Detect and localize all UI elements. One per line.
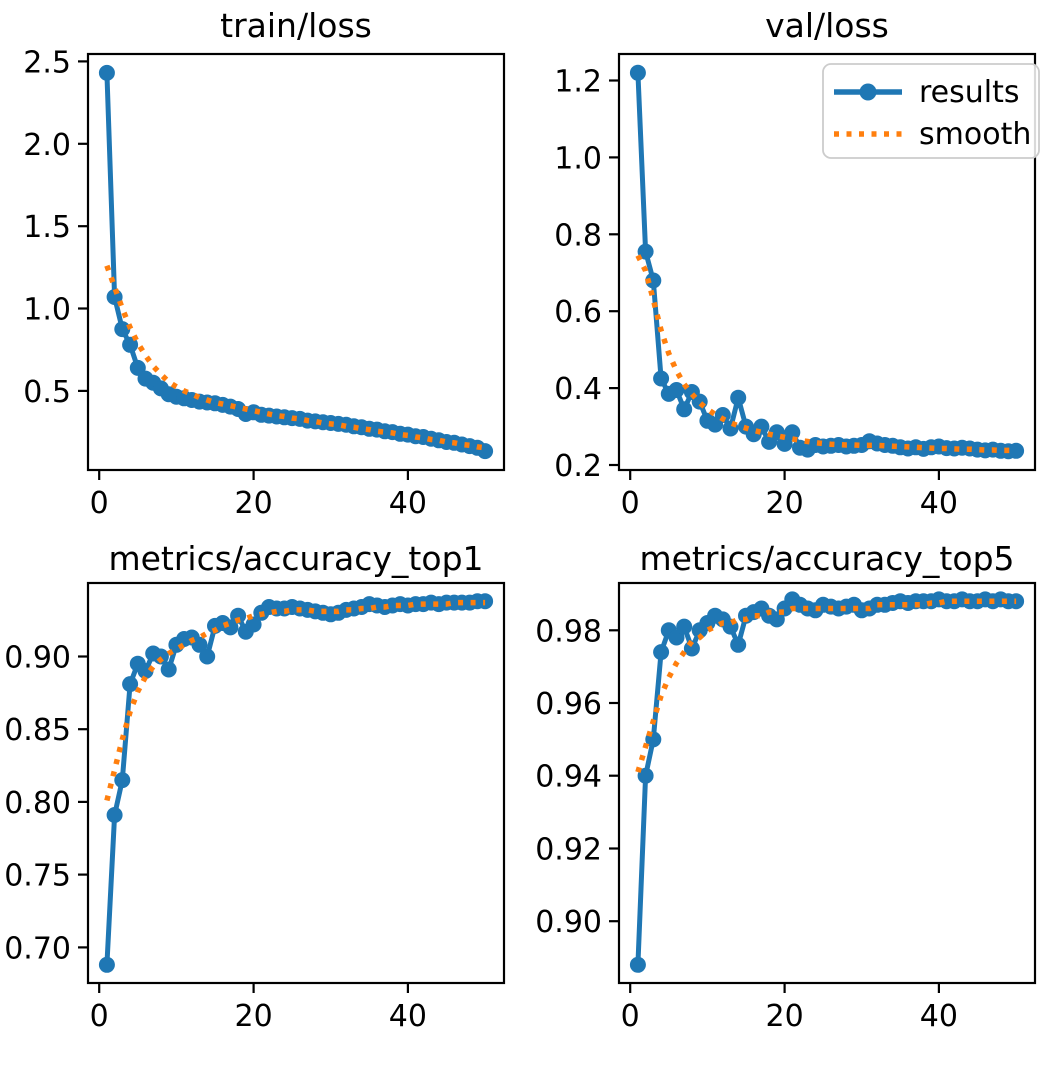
y-tick-label: 1.2 [554, 65, 602, 100]
chart-panel-accuracy-top5: metrics/accuracy_top5 0 20 40 0.90 0.92 0.94 0.… [531, 533, 1063, 1066]
legend: results smooth [822, 63, 1040, 159]
y-tick-label: 0.98 [535, 614, 602, 649]
chart-title: metrics/accuracy_top5 [639, 539, 1014, 578]
axes-spines [86, 52, 506, 472]
x-tick-label: 0 [90, 999, 109, 1034]
chart-title: val/loss [765, 6, 889, 45]
y-tick-label: 2.0 [23, 128, 71, 163]
legend-results-marker [859, 83, 877, 101]
chart-panel-accuracy-top1: metrics/accuracy_top1 0 20 40 0.70 0.75 0.80 0.… [0, 533, 531, 1066]
x-tick-label: 40 [920, 486, 958, 521]
axes-spines [617, 52, 1037, 472]
chart-svg-3: metrics/accuracy_top5 0 20 40 0.90 0.92 0.94 0.… [535, 539, 1037, 1034]
x-tick-label: 20 [766, 999, 804, 1034]
axes-spines [86, 581, 506, 985]
legend-box [822, 63, 1040, 159]
y-tick-label: 0.6 [554, 295, 602, 330]
legend-label-smooth: smooth [919, 117, 1031, 152]
chart-title: metrics/accuracy_top1 [108, 539, 483, 578]
y-tick-label: 0.90 [535, 905, 602, 940]
y-tick-label: 0.2 [554, 449, 602, 484]
chart-title: train/loss [220, 6, 372, 45]
axes-spines [617, 581, 1037, 985]
smooth-line [635, 598, 1017, 773]
x-tick-label: 20 [235, 486, 273, 521]
y-tick-label: 2.5 [23, 45, 71, 80]
x-tick-label: 0 [621, 999, 640, 1034]
x-tick-label: 20 [766, 486, 804, 521]
y-tick-label: 0.96 [535, 687, 602, 722]
results-markers [629, 64, 1025, 460]
results-markers [98, 64, 494, 460]
y-tick-label: 0.8 [554, 218, 602, 253]
y-tick-label: 0.70 [4, 931, 71, 966]
y-tick-label: 0.75 [4, 859, 71, 894]
y-tick-label: 0.80 [4, 786, 71, 821]
x-tick-label: 40 [389, 486, 427, 521]
y-tick-label: 1.0 [23, 293, 71, 328]
smooth-line [104, 599, 486, 802]
chart-svg-0: train/loss 0 20 40 0.5 1.0 1.5 2.0 2.5 [23, 6, 506, 521]
legend-label-results: results [919, 75, 1020, 110]
smooth-line [635, 254, 1017, 454]
y-tick-label: 0.5 [23, 375, 71, 410]
x-tick-label: 20 [235, 999, 273, 1034]
x-tick-label: 40 [389, 999, 427, 1034]
y-tick-label: 0.85 [4, 713, 71, 748]
y-tick-label: 1.5 [23, 210, 71, 245]
chart-svg-2: metrics/accuracy_top1 0 20 40 0.70 0.75 0.80 0.… [4, 539, 506, 1034]
x-tick-label: 40 [920, 999, 958, 1034]
chart-panel-val-loss: val/loss 0 20 40 0.2 0.4 0.6 0.8 1.0 1.2 results sm… [531, 0, 1063, 533]
chart-panel-train-loss: train/loss 0 20 40 0.5 1.0 1.5 2.0 2.5 [0, 0, 531, 533]
results-markers [629, 591, 1025, 973]
smooth-line [104, 264, 486, 451]
y-tick-label: 0.94 [535, 760, 602, 795]
y-tick-label: 0.90 [4, 641, 71, 676]
y-tick-label: 0.4 [554, 372, 602, 407]
results-markers [98, 593, 494, 973]
y-tick-label: 1.0 [554, 141, 602, 176]
chart-svg-1: val/loss 0 20 40 0.2 0.4 0.6 0.8 1.0 1.2 results sm… [554, 6, 1040, 521]
x-tick-label: 0 [90, 486, 109, 521]
y-tick-label: 0.92 [535, 833, 602, 868]
x-tick-label: 0 [621, 486, 640, 521]
